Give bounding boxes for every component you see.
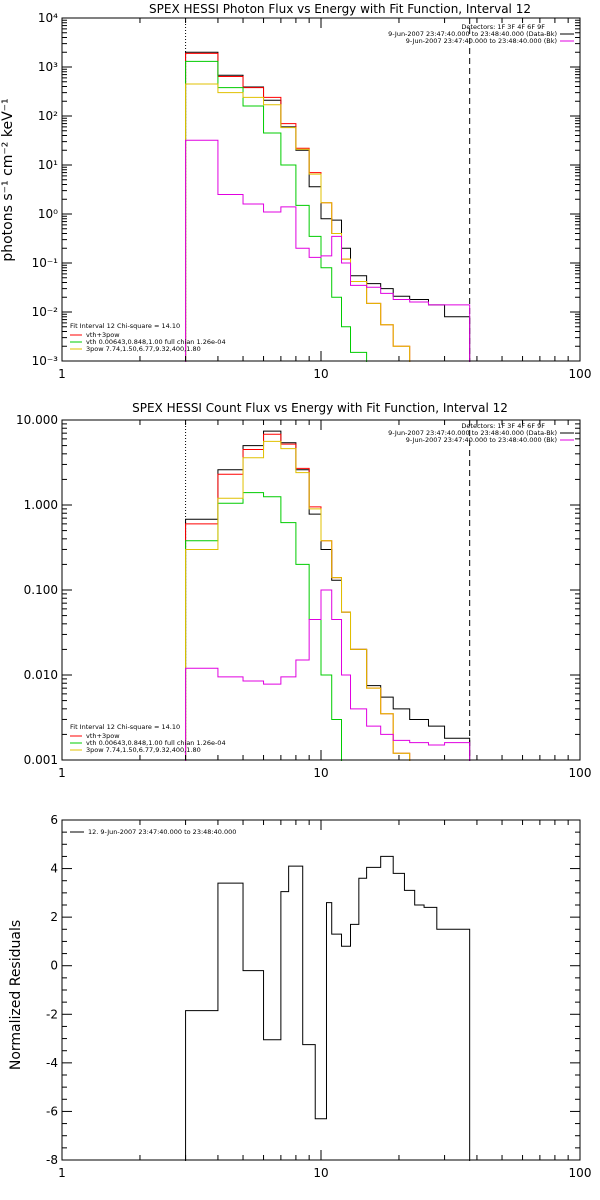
y-tick-label: 0.010 bbox=[24, 668, 58, 682]
series-vth bbox=[185, 60, 368, 362]
x-tick-label: 10 bbox=[313, 1166, 328, 1180]
x-tick-label: 100 bbox=[569, 1166, 592, 1180]
legend-entry-data: 9-Jun-2007 23:47:40.000 to 23:48:40.000 … bbox=[388, 429, 557, 437]
legend-entry: 12. 9-Jun-2007 23:47:40.000 to 23:48:40.… bbox=[88, 828, 236, 836]
series-vth-3pow bbox=[185, 433, 411, 761]
series-bk bbox=[185, 589, 471, 761]
x-tick-label: 100 bbox=[569, 766, 592, 780]
y-tick-label: 6 bbox=[50, 813, 58, 827]
x-tick-label: 10 bbox=[313, 766, 328, 780]
legend-header: Detectors: 1F 3F 4F 6F 9F bbox=[461, 23, 545, 31]
series-3pow bbox=[185, 83, 411, 362]
legend-entry-bk: 9-Jun-2007 23:47:40.000 to 23:48:40.000 … bbox=[406, 37, 557, 45]
y-tick-label: 10⁰ bbox=[38, 207, 58, 221]
fit-legend-entry: vth+3pow bbox=[86, 732, 120, 740]
y-tick-label: 10⁴ bbox=[38, 11, 58, 25]
fit-legend-header: Fit Interval 12 Chi-square = 14.10 bbox=[70, 322, 180, 330]
series-bk bbox=[185, 139, 471, 362]
chart-title: SPEX HESSI Count Flux vs Energy with Fit… bbox=[132, 401, 508, 415]
y-tick-label: -6 bbox=[46, 1104, 58, 1118]
plot-area bbox=[185, 420, 471, 761]
y-axis-label: photons s⁻¹ cm⁻² keV⁻¹ bbox=[0, 98, 16, 261]
y-tick-label: -4 bbox=[46, 1056, 58, 1070]
count-flux-panel: SPEX HESSI Count Flux vs Energy with Fit… bbox=[16, 401, 591, 780]
plot-frame bbox=[61, 819, 581, 1161]
photon-flux-panel: SPEX HESSI Photon Flux vs Energy with Fi… bbox=[0, 2, 591, 381]
x-tick-label: 1 bbox=[58, 367, 66, 381]
series-data-bk bbox=[185, 51, 471, 362]
fit-legend-header: Fit Interval 12 Chi-square = 14.10 bbox=[70, 723, 180, 731]
plot-area bbox=[185, 855, 471, 1161]
y-tick-label: 0.001 bbox=[24, 753, 58, 767]
y-tick-label: -8 bbox=[46, 1153, 58, 1167]
x-tick-label: 10 bbox=[313, 367, 328, 381]
y-tick-label: 4 bbox=[50, 862, 58, 876]
y-tick-label: 10⁻¹ bbox=[32, 256, 59, 270]
y-tick-label: 1.000 bbox=[24, 498, 58, 512]
fit-legend-entry: 3pow 7.74,1.50,6.77,9.32,400,1.80 bbox=[86, 746, 201, 754]
residuals-panel: Normalized Residuals 1 10 100-8-6-4-20246 … bbox=[8, 813, 591, 1180]
series-vth bbox=[185, 492, 343, 761]
series-3pow bbox=[185, 440, 411, 761]
fit-legend-entry: vth+3pow bbox=[86, 331, 120, 339]
legend-entry-bk: 9-Jun-2007 23:47:40.000 to 23:48:40.000 … bbox=[406, 436, 557, 444]
x-tick-label: 1 bbox=[58, 1166, 66, 1180]
legend-header: Detectors: 1F 3F 4F 6F 9F bbox=[461, 422, 545, 430]
y-tick-label: 0 bbox=[50, 959, 58, 973]
y-tick-label: 2 bbox=[50, 910, 58, 924]
y-tick-label: 10² bbox=[38, 109, 58, 123]
y-tick-label: 10³ bbox=[38, 60, 58, 74]
y-tick-label: 10⁻² bbox=[32, 305, 59, 319]
fit-legend-entry: 3pow 7.74,1.50,6.77,9.32,400,1.80 bbox=[86, 345, 201, 353]
series-vth-3pow bbox=[185, 52, 411, 362]
x-tick-label: 1 bbox=[58, 766, 66, 780]
plot-area bbox=[185, 18, 471, 362]
y-tick-label: 10⁻³ bbox=[32, 354, 59, 368]
y-tick-label: 0.100 bbox=[24, 583, 58, 597]
y-axis-label: Normalized Residuals bbox=[8, 920, 24, 1070]
y-tick-label: 10.000 bbox=[16, 413, 58, 427]
series-data-bk bbox=[185, 430, 471, 761]
legend-entry-data: 9-Jun-2007 23:47:40.000 to 23:48:40.000 … bbox=[388, 30, 557, 38]
y-tick-label: 10¹ bbox=[38, 158, 58, 172]
fit-legend-entry: vth 0.00643,0.848,1.00 full chian 1.26e-… bbox=[86, 338, 226, 346]
fit-legend-entry: vth 0.00643,0.848,1.00 full chian 1.26e-… bbox=[86, 739, 226, 747]
y-tick-label: -2 bbox=[46, 1007, 58, 1021]
x-tick-label: 100 bbox=[569, 367, 592, 381]
series-residuals bbox=[185, 855, 471, 1161]
chart-title: SPEX HESSI Photon Flux vs Energy with Fi… bbox=[149, 2, 531, 16]
